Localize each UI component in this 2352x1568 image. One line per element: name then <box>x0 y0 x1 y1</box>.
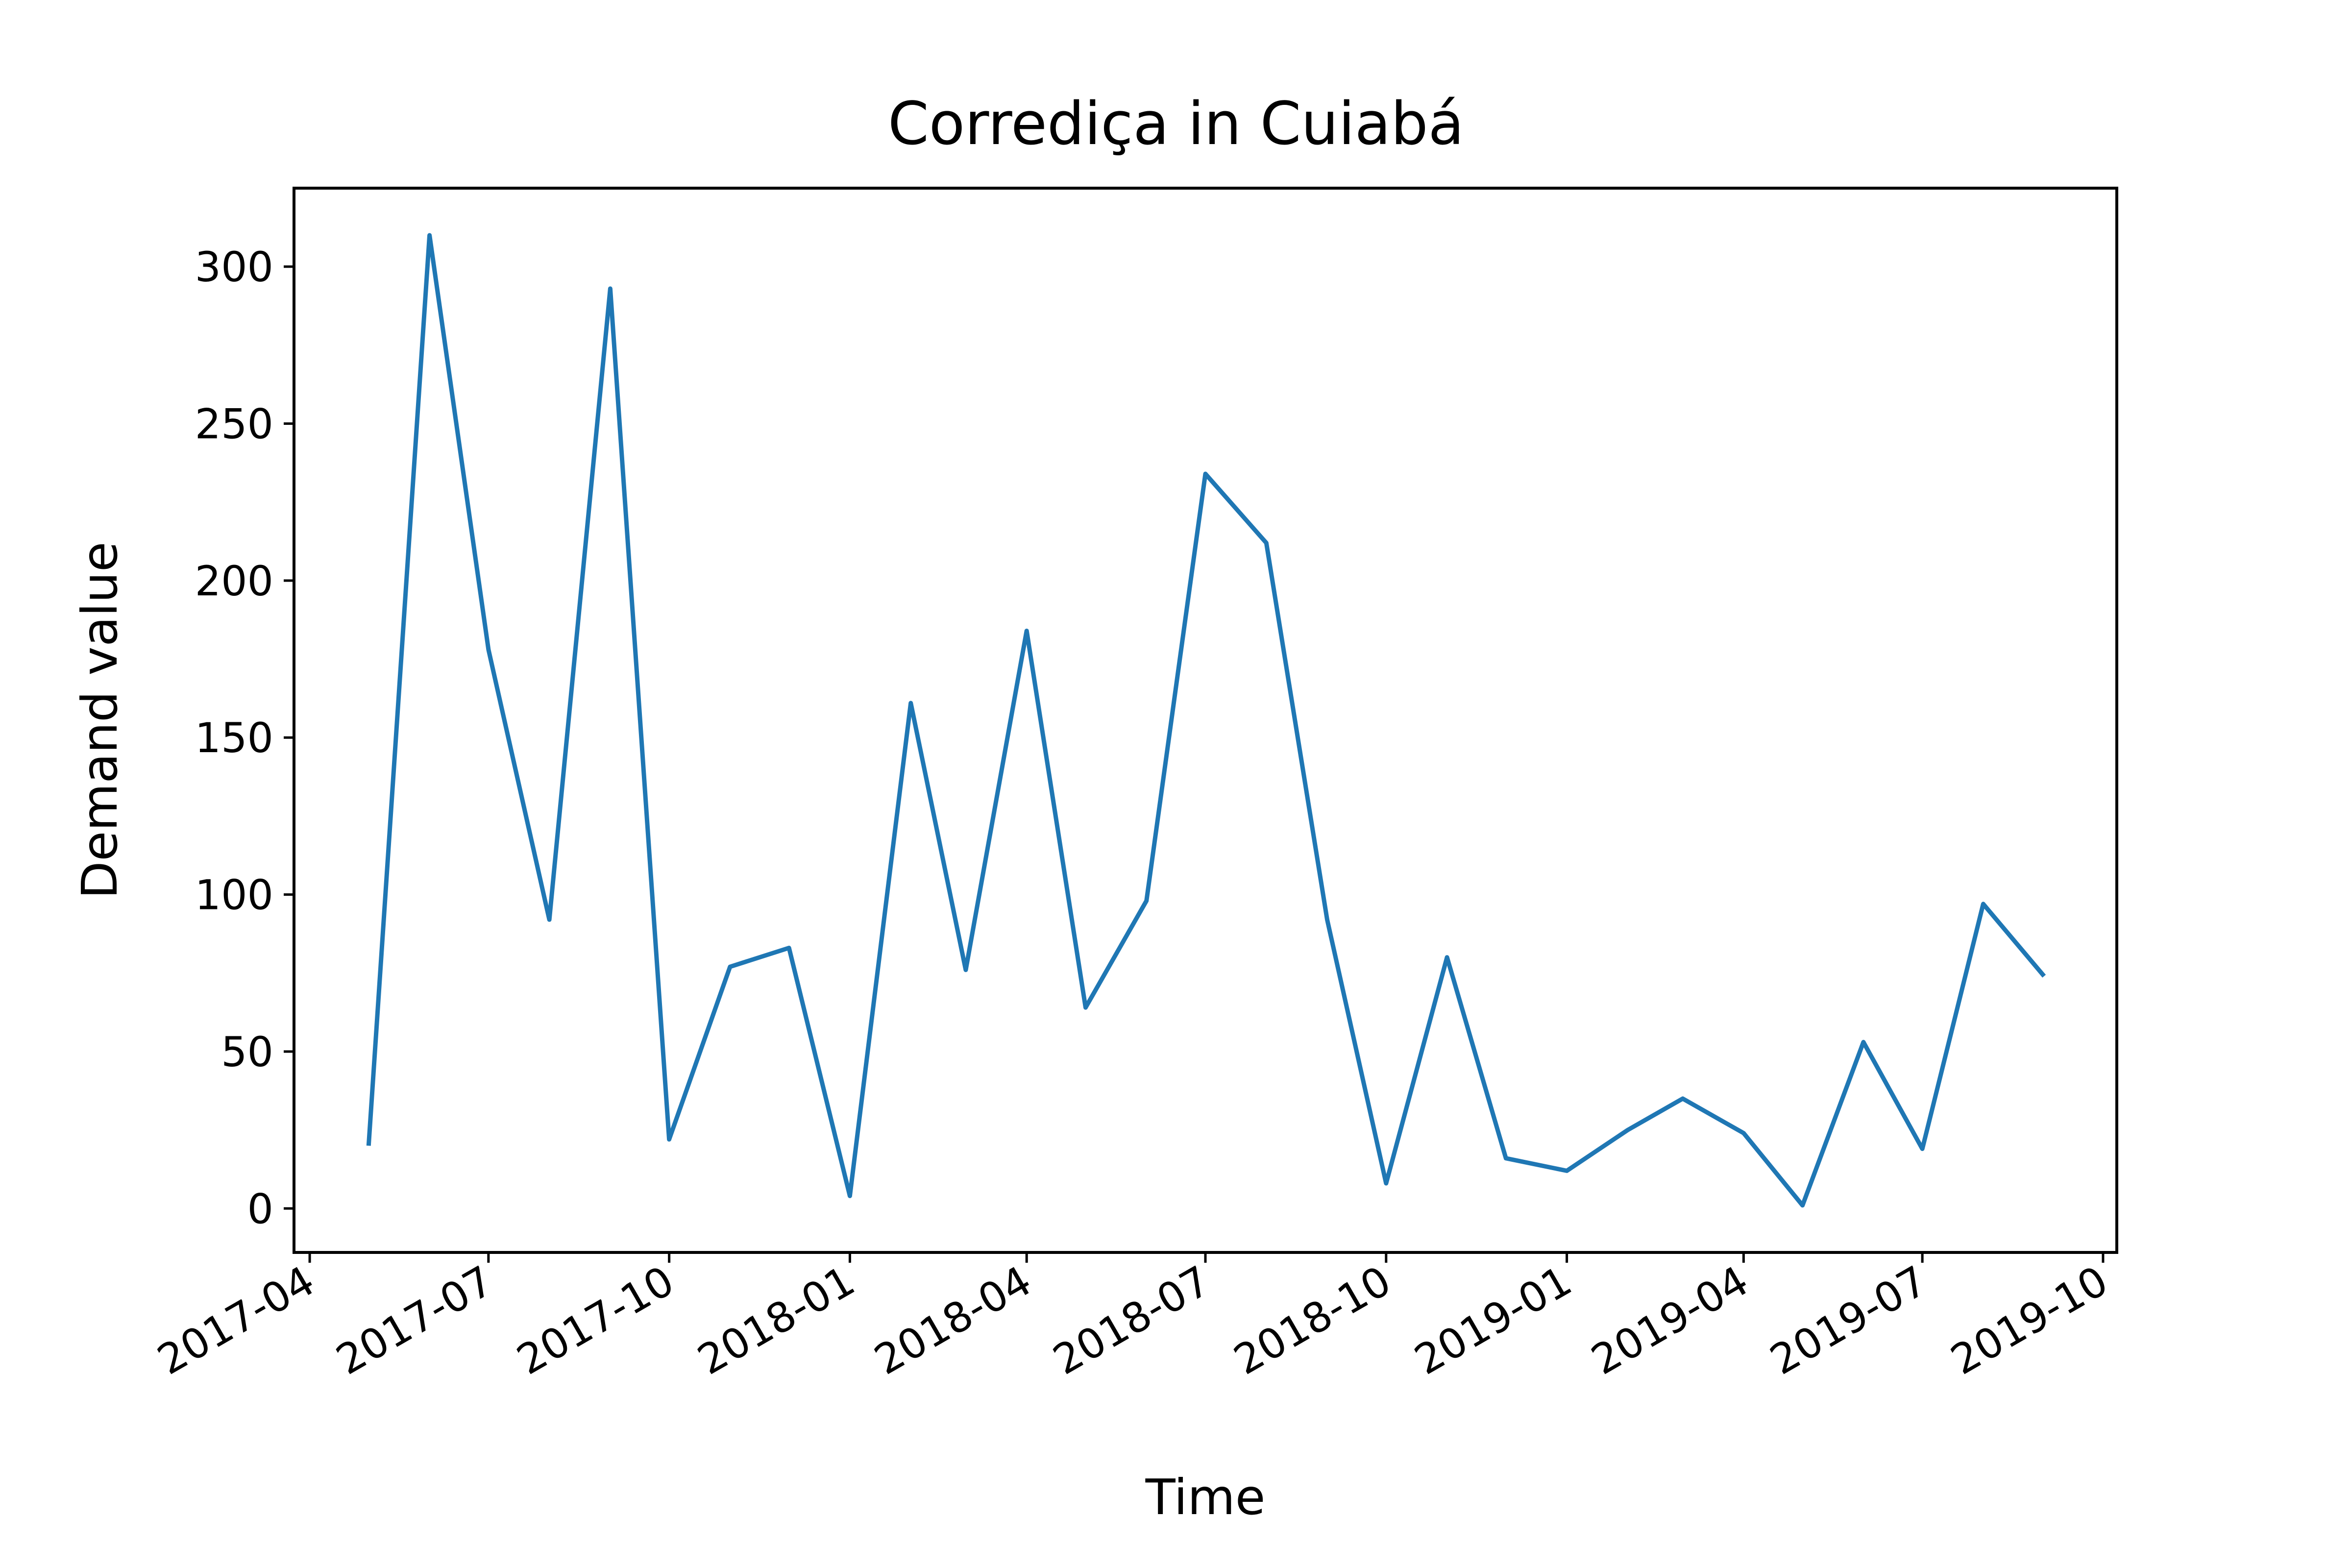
y-tick-label: 250 <box>195 400 273 448</box>
y-axis: 0 50 100 150 200 250 300 <box>195 243 294 1233</box>
y-axis-label: Demand value <box>71 541 128 899</box>
y-tick-label: 300 <box>195 243 273 291</box>
y-tick-label: 100 <box>195 871 273 919</box>
chart-title: Corrediça in Cuiabá <box>888 90 1464 158</box>
y-tick-label: 50 <box>221 1028 273 1076</box>
y-tick-label: 0 <box>247 1185 273 1233</box>
plot-area <box>366 233 2046 1208</box>
y-tick-label: 150 <box>195 714 273 762</box>
series-line-1 <box>366 233 2046 1208</box>
x-axis-label: Time <box>1145 1469 1266 1526</box>
y-tick-label: 200 <box>195 557 273 605</box>
